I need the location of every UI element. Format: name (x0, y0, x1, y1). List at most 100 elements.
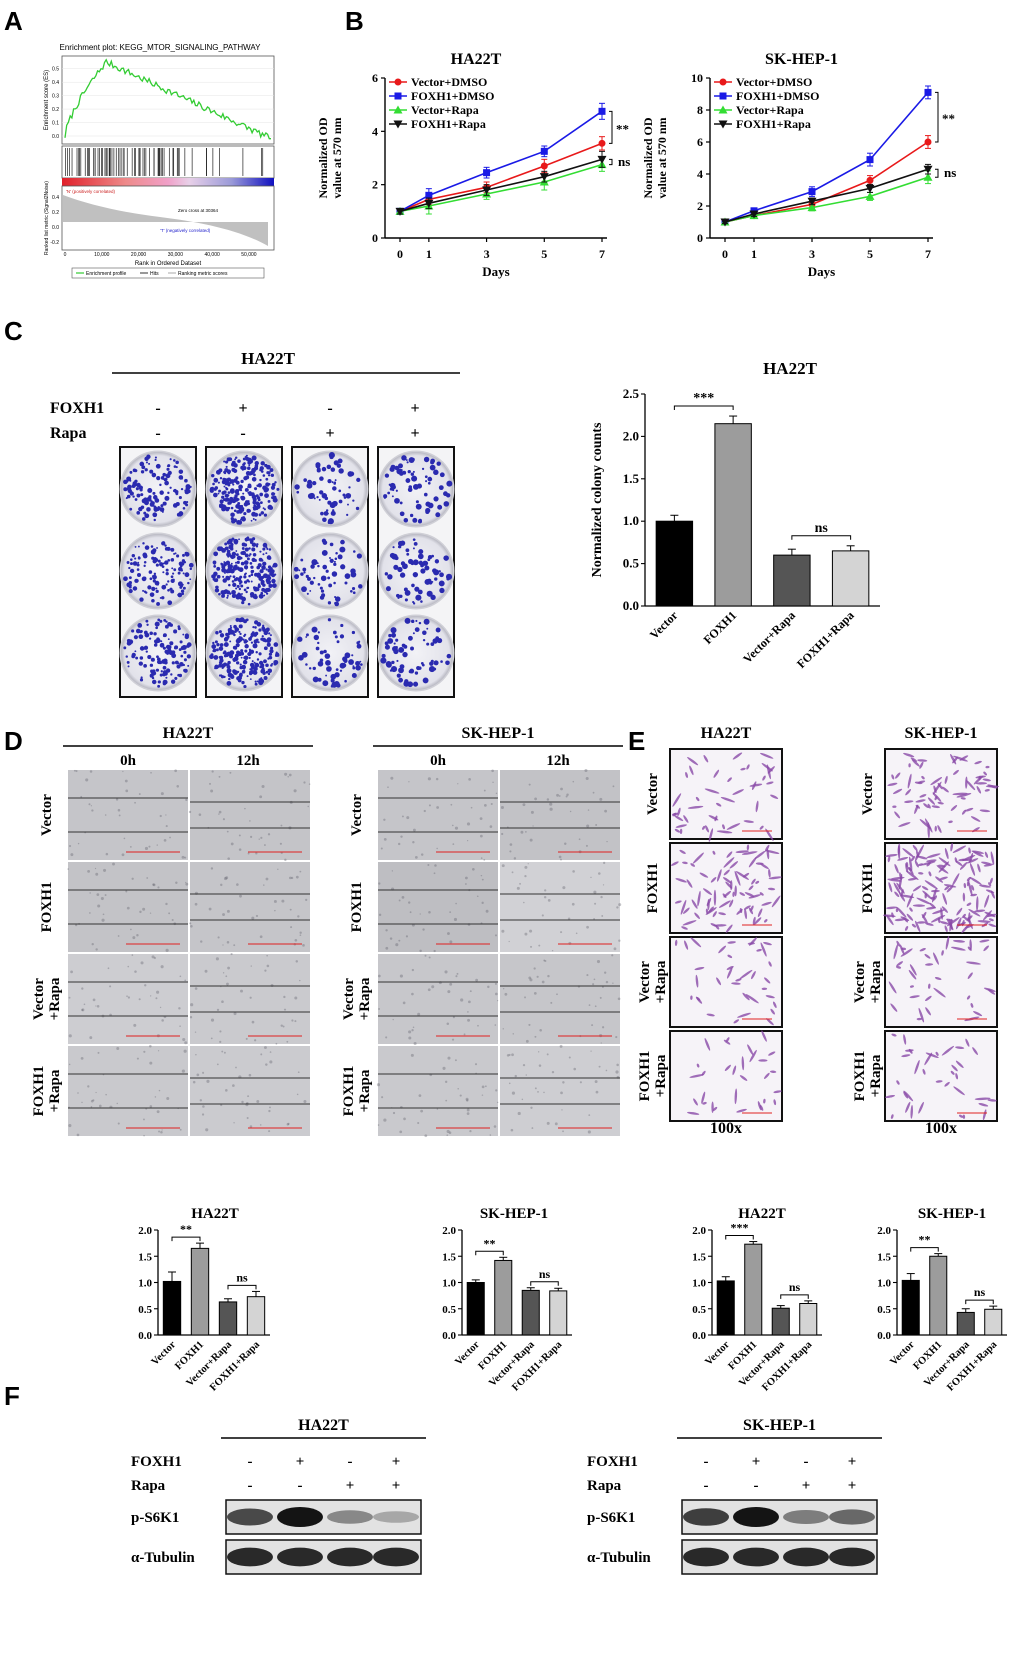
stained-cell (975, 782, 988, 785)
cell-speck (233, 944, 236, 947)
legend-label: Vector+Rapa (411, 103, 479, 117)
protein-band (227, 1547, 273, 1567)
bar (549, 1290, 568, 1336)
stained-cell (766, 781, 774, 785)
colony-dot (137, 623, 143, 628)
stained-cell (914, 1060, 920, 1075)
row-label-line: Vector (852, 961, 868, 1003)
cell-speck (408, 1030, 412, 1034)
cell-speck (160, 1130, 163, 1134)
colony-dot (140, 646, 145, 651)
stained-cell (755, 800, 759, 813)
colony-dot (273, 492, 276, 495)
stained-cell (762, 775, 766, 781)
stained-cell (690, 937, 702, 948)
colony-dot (420, 600, 423, 603)
colony-dot (248, 648, 251, 651)
cell-speck (184, 979, 187, 982)
stained-cell (716, 830, 733, 834)
gsea-metric-tick-label: -0.2 (50, 240, 59, 246)
cell-speck (617, 997, 621, 1001)
colony-dot (327, 479, 332, 484)
colony-dot (154, 498, 160, 503)
stained-cell (909, 907, 913, 912)
cell-speck (449, 982, 453, 986)
colony-dot (425, 480, 428, 483)
colony-dot (321, 493, 328, 499)
y-tick-label: 0.5 (138, 1304, 152, 1316)
colony-dot (153, 518, 156, 522)
culture-plate (379, 616, 453, 690)
colony-dot (149, 631, 153, 635)
protein-band (277, 1547, 323, 1567)
colony-dot (244, 644, 249, 649)
cell-speck (598, 872, 601, 875)
colony-dot (229, 654, 234, 659)
colony-dot (136, 511, 141, 515)
cell-speck (476, 895, 479, 898)
y-tick-label: 1.5 (623, 471, 640, 486)
cell-speck (247, 1095, 250, 1098)
stained-cell (918, 872, 924, 875)
colony-dot (212, 648, 217, 653)
colony-dot (240, 479, 244, 484)
cell-speck (528, 1023, 531, 1026)
colony-dot (422, 638, 426, 642)
cell-speck (159, 1006, 162, 1009)
colony-dot (238, 673, 243, 678)
colony-dot (224, 506, 228, 510)
colony-dot (221, 479, 227, 485)
stained-cell (950, 842, 954, 852)
colony-dot (185, 484, 191, 490)
stained-cell (942, 892, 948, 905)
transwell-micrograph (669, 842, 783, 934)
colony-dot (236, 560, 240, 564)
cell-speck (229, 771, 232, 774)
colony-dot (426, 627, 429, 630)
colony-dot (329, 455, 334, 460)
colony-dot (225, 465, 228, 468)
cell-speck (254, 1039, 257, 1042)
cell-speck (546, 798, 550, 801)
colony-dot (310, 564, 315, 569)
significance-bracket (609, 110, 613, 144)
stained-cell (754, 850, 766, 859)
colony-dot (157, 559, 161, 563)
cell-speck (218, 810, 222, 814)
colony-dot (163, 658, 168, 663)
colony-dot (182, 633, 185, 636)
colony-dot (259, 501, 263, 505)
stained-cell (695, 796, 700, 802)
colony-dot (359, 660, 362, 663)
gsea-metric-ticks: 0.40.20.0-0.2 (50, 195, 59, 246)
transwell-row-label: FOXH1+Rapa (852, 1051, 884, 1102)
colony-dot (436, 461, 441, 466)
cell-speck (556, 793, 560, 797)
stained-cell (930, 914, 946, 923)
cell-speck (604, 809, 608, 813)
colony-dot (186, 642, 192, 647)
transwell-micrograph (884, 1030, 998, 1122)
colony-dot (244, 553, 249, 558)
colony-dot (252, 518, 255, 520)
cell-speck (460, 998, 464, 1002)
colony-dot (159, 562, 164, 567)
colony-dot (209, 488, 214, 492)
cell-speck (284, 858, 287, 862)
cell-speck (222, 944, 224, 946)
cell-speck (92, 1099, 95, 1102)
stained-cell (697, 890, 701, 907)
stained-cell (989, 877, 993, 884)
cell-speck (150, 995, 152, 997)
colony-dot (212, 641, 215, 645)
cell-speck (501, 864, 505, 868)
cell-speck (395, 943, 399, 947)
colony-dot (220, 663, 226, 669)
cell-speck (181, 1069, 185, 1073)
stained-cell (968, 847, 971, 854)
protein-band (373, 1547, 419, 1567)
stained-cell (766, 1018, 774, 1026)
stained-cell (691, 899, 698, 909)
stained-cell (902, 848, 914, 858)
colony-dot (262, 474, 266, 477)
